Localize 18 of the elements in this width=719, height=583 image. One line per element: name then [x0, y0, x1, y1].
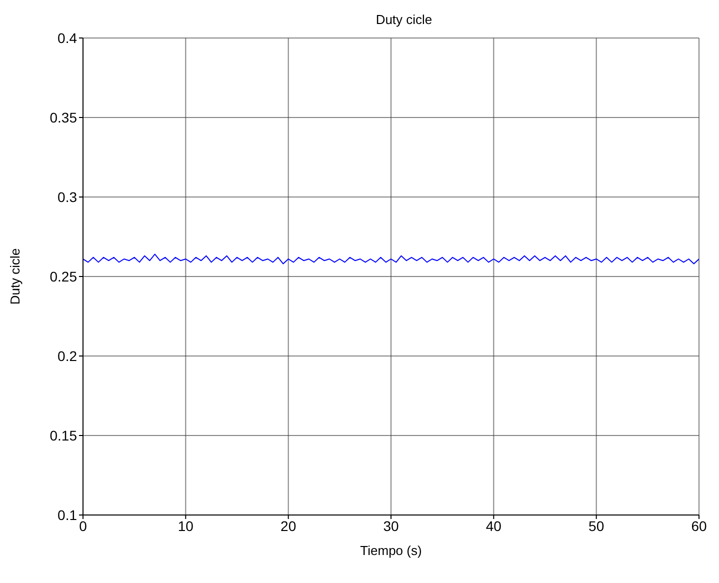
x-tick-label: 0: [79, 518, 88, 534]
y-tick-label: 0.25: [50, 268, 78, 284]
x-tick-label: 60: [691, 518, 707, 534]
y-tick-label: 0.15: [50, 427, 78, 444]
y-axis-title: Duty cicle: [8, 248, 23, 305]
line-series: [83, 254, 699, 264]
chart-title: Duty cicle: [376, 12, 432, 27]
y-tick-label: 0.2: [58, 348, 78, 364]
x-tick-label: 40: [486, 518, 502, 534]
x-tick-label: 50: [588, 518, 604, 534]
y-tick-label: 0.1: [58, 506, 78, 523]
x-tick-label: 10: [178, 518, 194, 534]
y-tick-label: 0.35: [50, 109, 78, 126]
y-tick-label: 0.3: [58, 188, 78, 205]
x-tick-label: 20: [280, 518, 296, 534]
x-axis-title: Tiempo (s): [360, 543, 422, 558]
x-tick-label: 30: [383, 518, 399, 534]
y-tick-label: 0.4: [58, 30, 78, 46]
